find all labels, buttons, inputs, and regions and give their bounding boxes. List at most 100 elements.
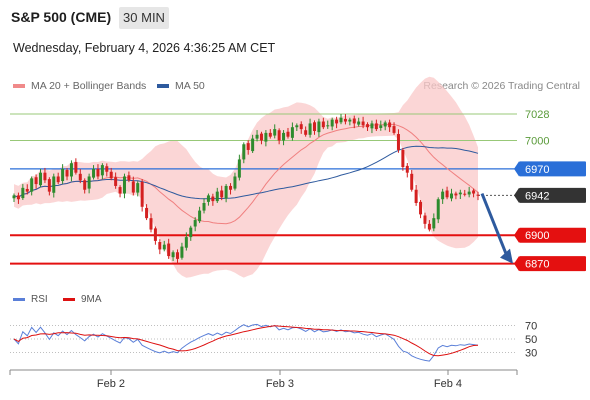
legend-label-ma20: MA 20 + Bollinger Bands: [31, 80, 147, 92]
candle-body: [167, 243, 171, 257]
candle: [273, 124, 277, 139]
price-tag-pointer-6870: [514, 256, 519, 272]
rsi-tick-30: 30: [525, 348, 537, 360]
candle-body: [410, 173, 414, 190]
candle: [405, 163, 409, 178]
candle: [171, 250, 175, 261]
candle: [233, 172, 237, 191]
candle: [295, 123, 299, 131]
price-label-6900: 6900: [514, 227, 586, 243]
candle-body: [348, 119, 352, 122]
candle-body: [259, 133, 263, 141]
candle: [242, 142, 246, 164]
ma50-line: [13, 145, 479, 200]
candle: [268, 129, 272, 139]
candle-body: [16, 195, 20, 200]
candle: [39, 168, 43, 188]
price-tag-6870: [519, 256, 586, 272]
candle: [30, 176, 34, 196]
candle: [388, 119, 392, 132]
legend-item-rsi: RSI: [13, 294, 48, 305]
candle: [277, 128, 281, 145]
candle: [43, 167, 47, 184]
candle-body: [463, 193, 467, 195]
candle: [61, 164, 65, 184]
candle-body: [379, 125, 383, 128]
candle-body: [25, 188, 29, 192]
candle-body: [427, 223, 431, 230]
candle-body: [476, 194, 480, 196]
candle-body: [43, 172, 47, 181]
candle: [352, 115, 356, 129]
candle: [414, 185, 418, 206]
candle-body: [282, 132, 286, 141]
candle-body: [317, 121, 321, 133]
candle-body: [321, 121, 325, 128]
time-tick-label: Feb 2: [97, 378, 125, 390]
candle-body: [396, 134, 400, 150]
candle-body: [383, 122, 387, 127]
candle: [211, 193, 215, 206]
candle-body: [392, 126, 396, 133]
candle: [47, 177, 51, 196]
candle-body: [339, 117, 343, 123]
candle-body: [366, 124, 370, 128]
candle-body: [96, 168, 100, 177]
price-label-6970: 6970: [514, 161, 586, 177]
legend-label-rsi: RSI: [31, 294, 48, 305]
candle-body: [211, 196, 215, 202]
candle-body: [312, 122, 316, 131]
instrument-title: S&P 500 (CME): [11, 9, 112, 25]
candle: [308, 118, 312, 138]
price-tag-6970: [519, 161, 586, 177]
candle: [396, 129, 400, 153]
candle-body: [202, 203, 206, 211]
price-label-text-6900: 6900: [525, 230, 549, 242]
candle-body: [30, 178, 34, 192]
candle-body: [374, 123, 378, 130]
candle: [16, 192, 20, 204]
candle-body: [12, 195, 16, 199]
candle-body: [109, 171, 113, 179]
candle: [476, 191, 480, 201]
candle-body: [352, 118, 356, 124]
candle: [206, 193, 210, 206]
price-tag-pointer-6900: [514, 227, 519, 243]
candle-body: [242, 144, 246, 160]
candle-body: [268, 132, 272, 137]
candle: [74, 158, 78, 175]
candle: [436, 197, 440, 224]
legend-label-ma50: MA 50: [175, 80, 205, 92]
price-label-text-6942: 6942: [525, 190, 549, 202]
candle-body: [127, 175, 131, 181]
price-label-6870: 6870: [514, 256, 586, 272]
candle-body: [21, 187, 25, 199]
candle: [202, 198, 206, 214]
candle-body: [299, 124, 303, 130]
candle: [140, 179, 144, 212]
candle-body: [171, 252, 175, 258]
candle: [136, 181, 140, 197]
timeframe-button[interactable]: 30 MIN: [119, 7, 169, 29]
candle: [78, 169, 82, 184]
candle: [357, 117, 361, 127]
candle: [264, 130, 268, 147]
candle-body: [180, 246, 184, 258]
candle-body: [140, 181, 144, 207]
candle: [290, 122, 294, 141]
candle: [339, 113, 343, 125]
candle: [366, 122, 370, 131]
price-tag-pointer-6970: [514, 161, 519, 177]
candle-body: [233, 176, 237, 189]
candle-body: [370, 123, 374, 129]
candle-body: [237, 159, 241, 178]
legend-swatch-9ma: [63, 298, 75, 301]
candle: [410, 170, 414, 192]
rsi-tick-70: 70: [525, 321, 537, 333]
candle: [83, 178, 87, 194]
candle-body: [441, 191, 445, 200]
forecast-arrow-head: [500, 248, 513, 264]
candle-body: [419, 201, 423, 215]
candle: [449, 188, 453, 202]
